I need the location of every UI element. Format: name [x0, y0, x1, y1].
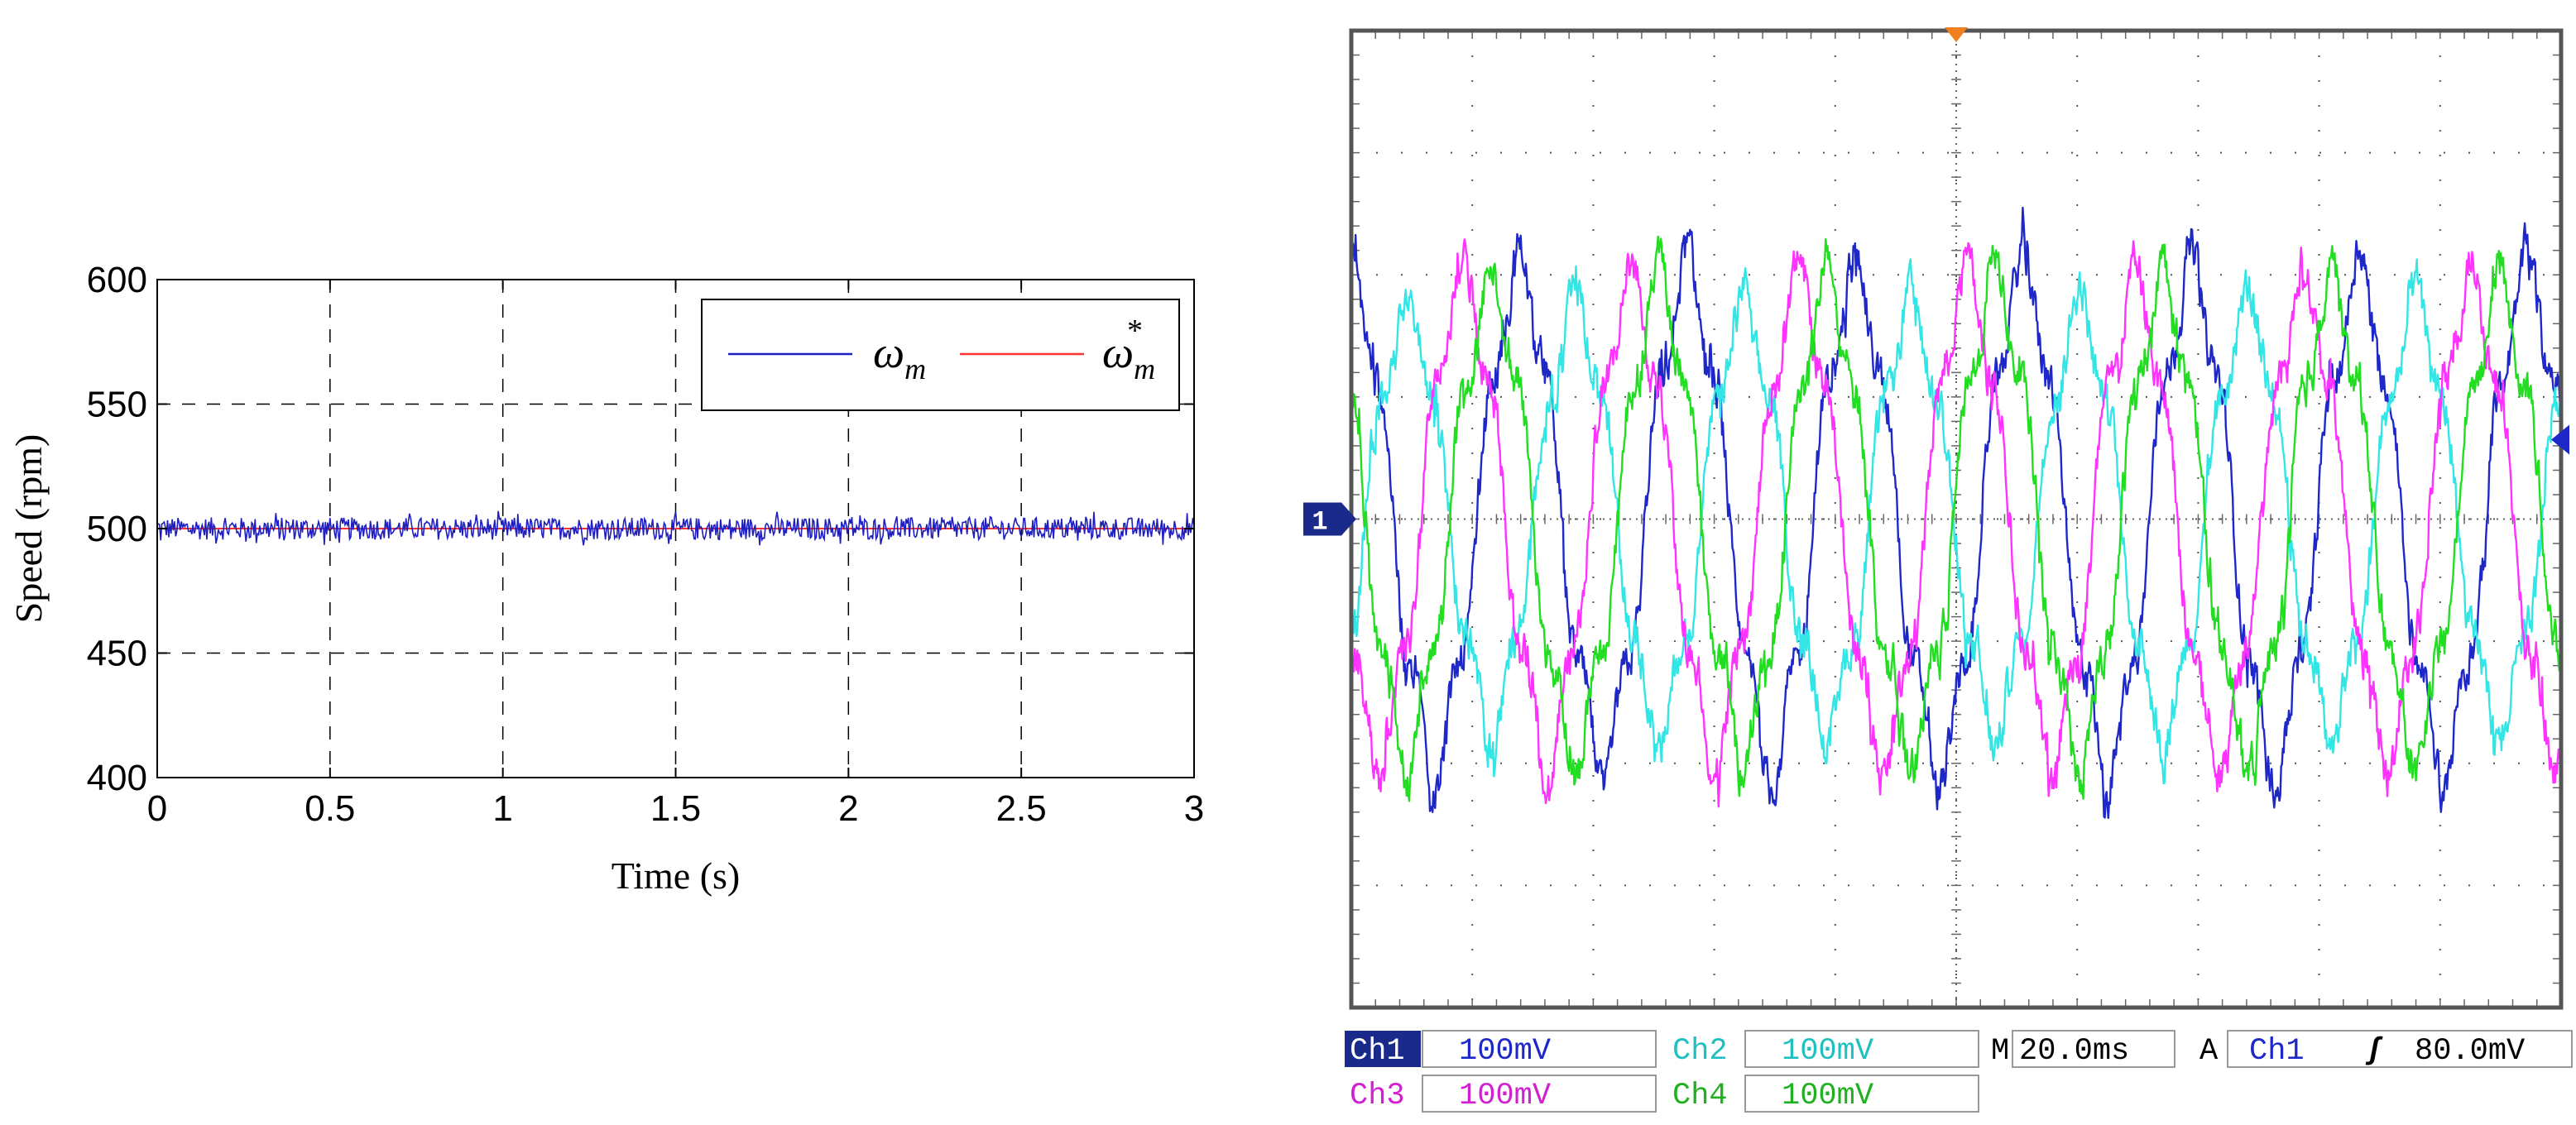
legend-superscript: *	[1127, 314, 1143, 348]
y-tick-label: 600	[87, 260, 147, 300]
x-tick-label: 0	[147, 788, 167, 829]
trigger-mode: A	[2199, 1034, 2219, 1069]
channel-tag: Ch3	[1350, 1079, 1405, 1113]
channel-scale-box	[1422, 1075, 1657, 1113]
channel-tag: Ch4	[1672, 1079, 1728, 1113]
channel-scale-box	[1744, 1030, 1979, 1068]
channel-scale: 100mV	[1459, 1079, 1551, 1113]
y-tick-label: 450	[87, 634, 147, 674]
trigger-level-marker	[2551, 424, 2569, 455]
legend-label: ωm	[873, 328, 926, 385]
ch1-ground-marker	[1303, 502, 1356, 536]
oscilloscope-display: 1 Ch1 100mV Ch2 100mV Ch3 100mV Ch4 100mV M 20.0ms…	[1303, 27, 2573, 1113]
timebase-box	[2012, 1030, 2175, 1068]
legend-symbol: ω	[873, 328, 904, 377]
speed-chart: 0 0.5 1 1.5 2 2.5 3 400 450 500 550 600 Time (s) Spee…	[7, 260, 1204, 897]
channel-scale-box	[1744, 1075, 1979, 1113]
channel-scale: 100mV	[1782, 1034, 1873, 1069]
x-tick-label: 2.5	[996, 788, 1047, 829]
y-tick-label: 500	[87, 509, 147, 549]
trigger-slope-icon: ʃ	[2365, 1034, 2383, 1069]
x-tick-label: 0.5	[305, 788, 355, 829]
y-tick-label: 400	[87, 758, 147, 798]
legend-subscript: m	[904, 352, 926, 385]
y-axis-label: Speed (rpm)	[7, 434, 50, 624]
x-axis-label: Time (s)	[612, 855, 741, 897]
x-tick-label: 1.5	[650, 788, 701, 829]
channel-tag-bg	[1345, 1031, 1421, 1067]
legend-label: ωm	[1102, 328, 1155, 385]
x-tick-label: 2	[838, 788, 858, 829]
channel-tag: Ch2	[1672, 1034, 1728, 1069]
legend-box	[701, 299, 1180, 411]
trigger-level: 80.0mV	[2415, 1034, 2525, 1069]
timebase-value: 20.0ms	[2019, 1034, 2129, 1069]
legend-symbol: ω	[1102, 328, 1134, 377]
channel-tag: Ch1	[1350, 1034, 1405, 1069]
x-tick-label: 1	[492, 788, 512, 829]
timebase-prefix: M	[1991, 1034, 2009, 1069]
waveform-ch3	[1350, 238, 2563, 808]
trigger-source: Ch1	[2249, 1034, 2305, 1069]
waveform-ch4	[1350, 235, 2563, 802]
ch1-ground-marker-label: 1	[1312, 507, 1327, 538]
series-measured-line	[156, 510, 1195, 546]
channel-scale: 100mV	[1459, 1034, 1551, 1069]
channel-scale: 100mV	[1782, 1079, 1873, 1113]
legend: ωm ωm*	[701, 299, 1180, 411]
x-tick-label: 3	[1184, 788, 1204, 829]
channel-scale-box	[1422, 1030, 1657, 1068]
legend-subscript: m	[1134, 352, 1155, 385]
y-tick-label: 550	[87, 385, 147, 425]
trigger-box	[2227, 1030, 2573, 1068]
trigger-position-marker	[1945, 27, 1968, 42]
